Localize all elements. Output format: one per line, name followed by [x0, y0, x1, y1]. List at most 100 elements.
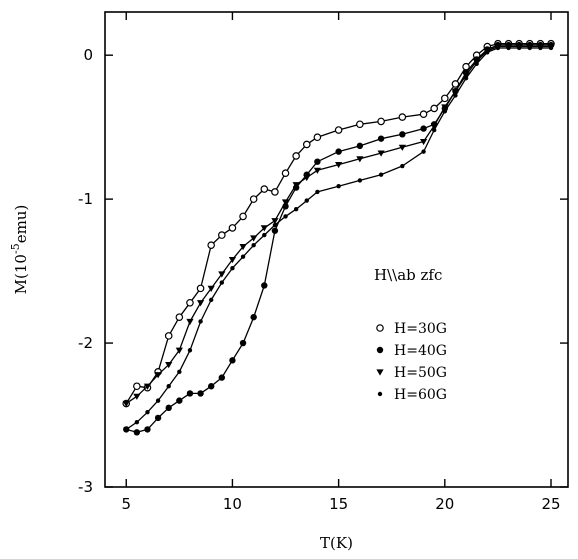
data-point [260, 185, 269, 193]
data-point [133, 382, 141, 391]
data-point [548, 45, 554, 51]
data-point [335, 148, 342, 155]
data-point [430, 123, 438, 130]
legend-label: H=30G [394, 321, 447, 337]
data-point [133, 429, 141, 436]
data-point [441, 104, 449, 111]
data-point [230, 266, 235, 271]
data-point [451, 88, 460, 95]
data-point [430, 104, 438, 113]
data-point [313, 167, 321, 174]
data-point [197, 390, 204, 397]
data-point [272, 222, 278, 228]
data-point [335, 161, 343, 169]
data-point [281, 169, 290, 178]
data-point [506, 45, 511, 51]
data-point [186, 318, 194, 326]
y-tick-label: 0 [83, 46, 93, 64]
data-point [400, 163, 405, 169]
data-point [177, 369, 182, 375]
data-point [218, 231, 226, 239]
data-point [228, 224, 237, 232]
legend-label: H=50G [394, 365, 447, 381]
y-axis-title: M(10-5emu) [9, 205, 30, 295]
data-point [166, 384, 171, 389]
data-point [175, 347, 183, 354]
legend-item: H=30G [376, 321, 447, 337]
data-point [154, 414, 162, 422]
y-tick-label: -1 [78, 190, 93, 208]
data-point [271, 188, 279, 196]
data-point [283, 214, 288, 219]
x-tick-label: 5 [121, 495, 131, 513]
data-point [228, 256, 237, 264]
data-point [260, 225, 268, 232]
series-4 [124, 45, 554, 432]
data-point [495, 45, 501, 51]
data-point [196, 284, 205, 293]
data-point [208, 297, 214, 303]
legend-item: H=50G [376, 365, 447, 381]
data-point [453, 93, 458, 98]
data-point [133, 393, 141, 400]
data-point [431, 127, 437, 133]
data-point [473, 58, 481, 65]
data-point [462, 72, 470, 79]
y-tick-label: -2 [78, 334, 93, 352]
legend-item: H=40G [376, 343, 447, 359]
series-1 [122, 39, 555, 408]
data-point [207, 383, 215, 390]
legend-item: H=60G [377, 387, 447, 403]
plot-frame-rect [104, 11, 569, 488]
data-point [377, 117, 385, 126]
y-tick-label: -3 [78, 478, 93, 496]
x-tick-label: 25 [541, 495, 560, 513]
data-point [314, 158, 321, 165]
data-point [134, 420, 140, 425]
series-line [126, 44, 551, 433]
data-point [538, 45, 543, 51]
data-point [207, 285, 215, 292]
data-point [441, 94, 449, 103]
data-point [516, 45, 522, 51]
data-point [292, 182, 300, 189]
legend: H=30G H=40G H=50G H=60G [376, 321, 447, 403]
data-point [176, 397, 183, 404]
data-series [122, 39, 555, 436]
data-point [378, 172, 384, 177]
data-point [527, 45, 532, 51]
data-point [304, 198, 309, 203]
data-point [303, 174, 311, 182]
data-point [218, 271, 226, 278]
data-point [356, 142, 364, 150]
data-point [451, 80, 460, 88]
data-point [124, 427, 129, 432]
data-point [356, 120, 364, 129]
data-point [207, 241, 215, 249]
x-tick-label: 10 [223, 495, 242, 513]
data-point [143, 383, 152, 390]
data-point [165, 404, 172, 412]
data-point [186, 298, 194, 307]
data-point [281, 199, 290, 206]
y-axis-title-exponent: -5 [9, 243, 22, 254]
x-axis-title: T(K) [320, 534, 353, 552]
data-point [419, 110, 428, 118]
data-point [302, 140, 311, 149]
data-point [399, 131, 406, 138]
data-point [196, 300, 205, 307]
data-point [249, 195, 258, 203]
data-point [165, 362, 173, 369]
data-point [313, 133, 322, 142]
data-point [292, 152, 300, 160]
data-point [398, 144, 406, 151]
data-point [239, 339, 247, 347]
data-point [144, 426, 151, 433]
data-point [377, 150, 385, 157]
data-point [474, 61, 479, 67]
data-point [442, 109, 448, 114]
legend-marker [376, 346, 384, 354]
x-tick-label: 15 [329, 495, 348, 513]
data-point [419, 138, 428, 146]
legend-marker [377, 391, 383, 397]
